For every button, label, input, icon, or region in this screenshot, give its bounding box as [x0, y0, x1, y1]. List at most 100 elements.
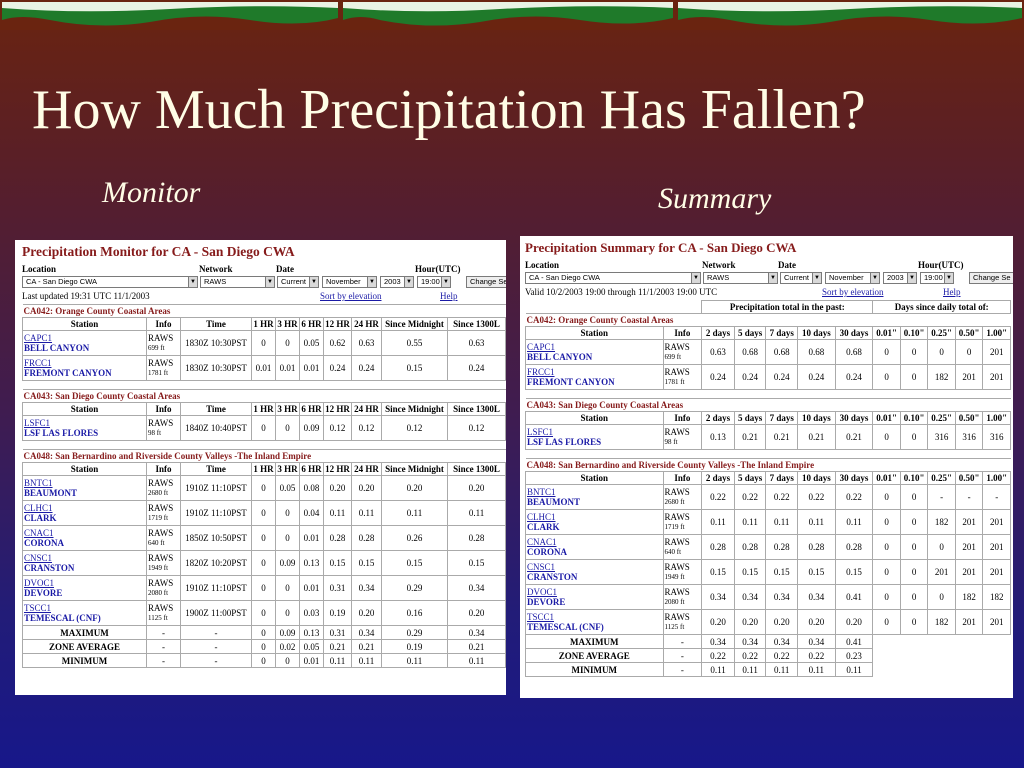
station-id-link[interactable]: CNSC1 — [24, 553, 53, 563]
summary-value: 0.34 — [765, 634, 798, 649]
precip-value: 0.09 — [275, 550, 300, 576]
network-select[interactable]: RAWS ▼ — [703, 272, 778, 284]
station-name-link[interactable]: FREMONT CANYON — [24, 368, 112, 378]
days-since: 201 — [982, 559, 1011, 585]
column-header: 1 HR — [251, 317, 276, 331]
date-mode-select[interactable]: Current ▼ — [277, 276, 319, 288]
precip-value: 0 — [251, 500, 276, 526]
station-name-link[interactable]: CLARK — [527, 522, 560, 532]
station-id-link[interactable]: FRCC1 — [24, 358, 52, 368]
sort-by-elevation-link[interactable]: Sort by elevation — [320, 291, 382, 301]
precip-value: 0 — [275, 330, 300, 356]
station-name-link[interactable]: LSF LAS FLORES — [24, 428, 99, 438]
station-id-link[interactable]: DVOC1 — [527, 587, 558, 597]
station-name-link[interactable]: BEAUMONT — [24, 488, 78, 498]
summary-controls: CA - San Diego CWA ▼ RAWS ▼ Current ▼ Novem… — [520, 271, 1013, 286]
station-cell: CNSC1 CRANSTON — [525, 559, 664, 585]
station-id-link[interactable]: CLHC1 — [527, 512, 556, 522]
column-header: 5 days — [733, 326, 767, 340]
station-network: RAWS — [148, 603, 174, 613]
station-cell: CAPC1 BELL CANYON — [22, 330, 147, 356]
days-since: 0 — [872, 339, 901, 365]
zone-name: CA042: Orange County Coastal Areas — [22, 304, 506, 318]
precip-value: 0.05 — [275, 475, 300, 501]
station-name-link[interactable]: CORONA — [527, 547, 567, 557]
station-name-link[interactable]: DEVORE — [527, 597, 566, 607]
precip-total: 0.20 — [765, 609, 798, 635]
summary-value: 0.13 — [299, 625, 324, 640]
station-name-link[interactable]: BEAUMONT — [527, 497, 581, 507]
column-header: 2 days — [701, 326, 735, 340]
station-info: RAWS 1125 ft — [146, 600, 181, 626]
station-network: RAWS — [148, 503, 174, 513]
days-since: 0 — [872, 609, 901, 635]
precip-total: 0.28 — [733, 534, 767, 560]
station-id-link[interactable]: LSFC1 — [527, 427, 554, 437]
station-id-link[interactable]: BNTC1 — [527, 487, 556, 497]
precip-total: 0.22 — [701, 484, 735, 510]
station-network: RAWS — [148, 553, 174, 563]
column-header: Time — [180, 317, 252, 331]
station-id-link[interactable]: DVOC1 — [24, 578, 55, 588]
location-select[interactable]: CA - San Diego CWA ▼ — [22, 276, 198, 288]
location-select[interactable]: CA - San Diego CWA ▼ — [525, 272, 701, 284]
station-name-link[interactable]: CORONA — [24, 538, 64, 548]
zone-summary-row: MAXIMUM - -0 0.09 0.13 0.31 0.34 0.29 0.34 — [22, 625, 506, 640]
station-name-link[interactable]: CLARK — [24, 513, 57, 523]
station-id-link[interactable]: CNAC1 — [527, 537, 557, 547]
station-name-link[interactable]: CRANSTON — [527, 572, 578, 582]
precip-total: 0.68 — [733, 339, 767, 365]
dropdown-arrow-icon: ▼ — [768, 273, 777, 283]
column-header: 0.10" — [899, 326, 929, 340]
precip-total: 0.28 — [765, 534, 798, 560]
summary-screenshot: Precipitation Summary for CA - San Diego… — [520, 236, 1013, 698]
hour-select[interactable]: 19:00 ▼ — [417, 276, 451, 288]
station-id-link[interactable]: CAPC1 — [527, 342, 556, 352]
summary-value: 0.11 — [351, 653, 382, 668]
precip-value: 0.15 — [446, 550, 506, 576]
date-mode-select[interactable]: Current ▼ — [780, 272, 822, 284]
station-info: RAWS 640 ft — [146, 525, 181, 551]
station-name-link[interactable]: BELL CANYON — [24, 343, 90, 353]
year-select[interactable]: 2003 ▼ — [883, 272, 917, 284]
help-link[interactable]: Help — [440, 291, 458, 301]
station-name-link[interactable]: LSF LAS FLORES — [527, 437, 602, 447]
station-id-link[interactable]: CLHC1 — [24, 503, 53, 513]
station-id-link[interactable]: TSCC1 — [527, 612, 555, 622]
station-id-link[interactable]: CNAC1 — [24, 528, 54, 538]
station-id-link[interactable]: FRCC1 — [527, 367, 555, 377]
station-id-link[interactable]: LSFC1 — [24, 418, 51, 428]
column-header: Info — [662, 411, 703, 425]
station-network: RAWS — [664, 612, 690, 622]
station-id-link[interactable]: CNSC1 — [527, 562, 556, 572]
obs-time: 1910Z 11:10PST — [180, 475, 252, 501]
station-id-link[interactable]: BNTC1 — [24, 478, 53, 488]
month-select[interactable]: November ▼ — [825, 272, 880, 284]
summary-info: - — [146, 653, 181, 668]
summary-info: - — [146, 639, 181, 654]
sort-by-elevation-link[interactable]: Sort by elevation — [822, 287, 884, 297]
precip-value: 0 — [275, 525, 300, 551]
station-name-link[interactable]: FREMONT CANYON — [527, 377, 615, 387]
station-name-link[interactable]: TEMESCAL (CNF) — [24, 613, 101, 623]
station-name-link[interactable]: DEVORE — [24, 588, 63, 598]
month-select[interactable]: November ▼ — [322, 276, 377, 288]
station-name-link[interactable]: CRANSTON — [24, 563, 75, 573]
station-elevation: 1719 ft — [664, 523, 685, 531]
column-header: 30 days — [834, 411, 874, 425]
station-name-link[interactable]: TEMESCAL (CNF) — [527, 622, 604, 632]
header-row: Station Info Time 1 HR 3 HR 6 HR 12 HR 24 HR Sin… — [22, 317, 506, 331]
change-settings-button[interactable]: Change Se — [466, 276, 506, 288]
station-info: RAWS 2680 ft — [662, 484, 703, 510]
precip-value: 0.15 — [323, 550, 352, 576]
network-select[interactable]: RAWS ▼ — [200, 276, 275, 288]
change-settings-button[interactable]: Change Se — [969, 272, 1013, 284]
year-select[interactable]: 2003 ▼ — [380, 276, 414, 288]
station-id-link[interactable]: TSCC1 — [24, 603, 52, 613]
station-id-link[interactable]: CAPC1 — [24, 333, 53, 343]
column-header: Info — [662, 326, 703, 340]
station-name-link[interactable]: BELL CANYON — [527, 352, 593, 362]
help-link[interactable]: Help — [943, 287, 961, 297]
dropdown-arrow-icon: ▼ — [404, 277, 413, 287]
hour-select[interactable]: 19:00 ▼ — [920, 272, 954, 284]
